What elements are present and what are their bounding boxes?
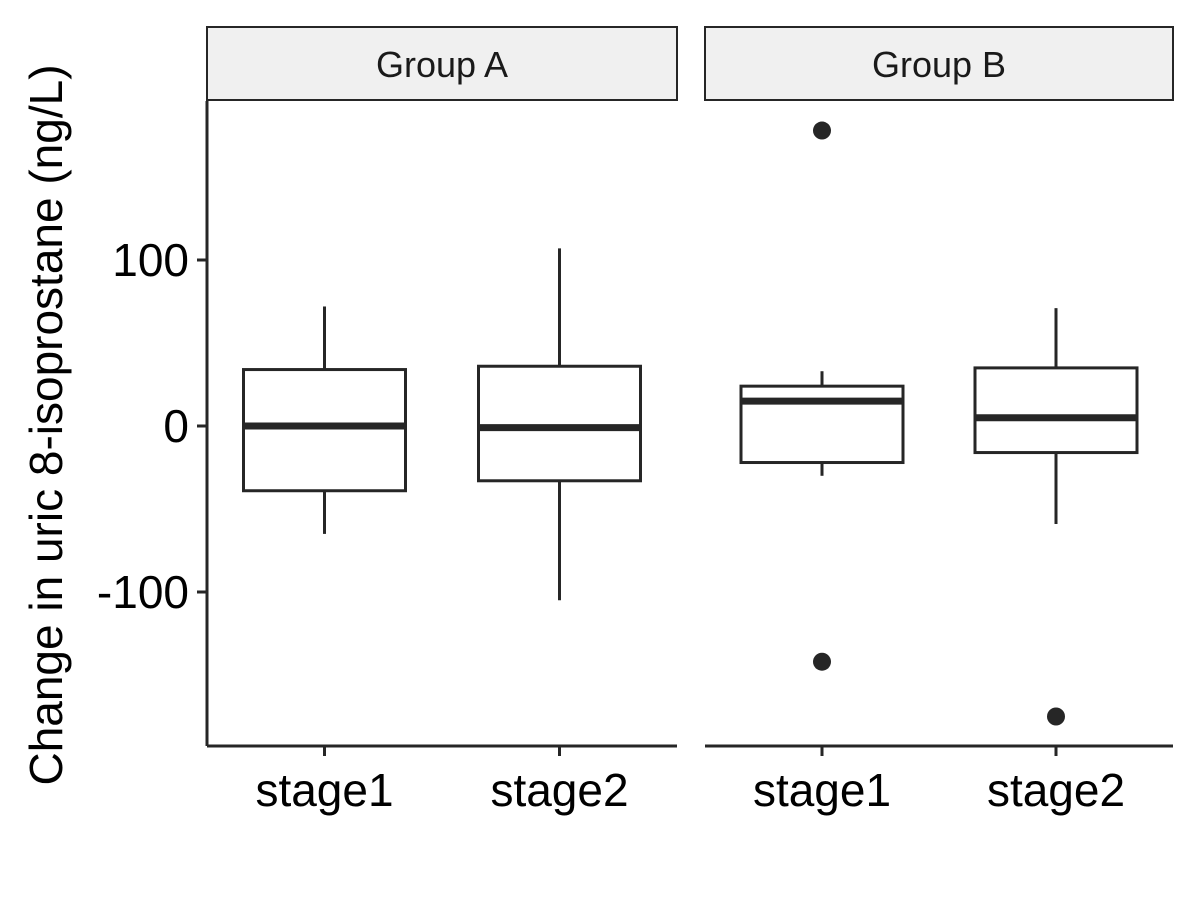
y-tick-label: 100 xyxy=(112,234,189,286)
outlier-point xyxy=(813,121,831,140)
box-iqr xyxy=(973,366,1139,455)
facet-panel: Group A stage1 stage2 xyxy=(206,26,678,816)
x-tick-label: stage2 xyxy=(490,764,628,816)
y-axis-title: Change in uric 8-isoprostane (ng/L) xyxy=(20,64,72,785)
facet-strip-label: Group A xyxy=(376,44,508,85)
facet-strip xyxy=(206,26,678,101)
y-tick-label: 0 xyxy=(163,400,189,452)
x-tick-label: stage2 xyxy=(987,764,1125,816)
box-stage1 xyxy=(242,306,407,534)
x-tick-label: stage1 xyxy=(255,764,393,816)
box-iqr xyxy=(242,368,407,493)
box-stage2 xyxy=(477,248,642,601)
facet-panel: Group B stage1 stage2 xyxy=(704,26,1174,816)
box-iqr xyxy=(477,364,642,483)
box-stage2 xyxy=(973,308,1139,726)
x-tick-label: stage1 xyxy=(753,764,891,816)
y-tick-label: -100 xyxy=(97,566,189,618)
box-stage1 xyxy=(739,121,905,671)
facet-strip xyxy=(704,26,1174,101)
outlier-point xyxy=(813,652,831,671)
facet-strip-label: Group B xyxy=(872,44,1006,85)
outlier-point xyxy=(1047,707,1065,726)
